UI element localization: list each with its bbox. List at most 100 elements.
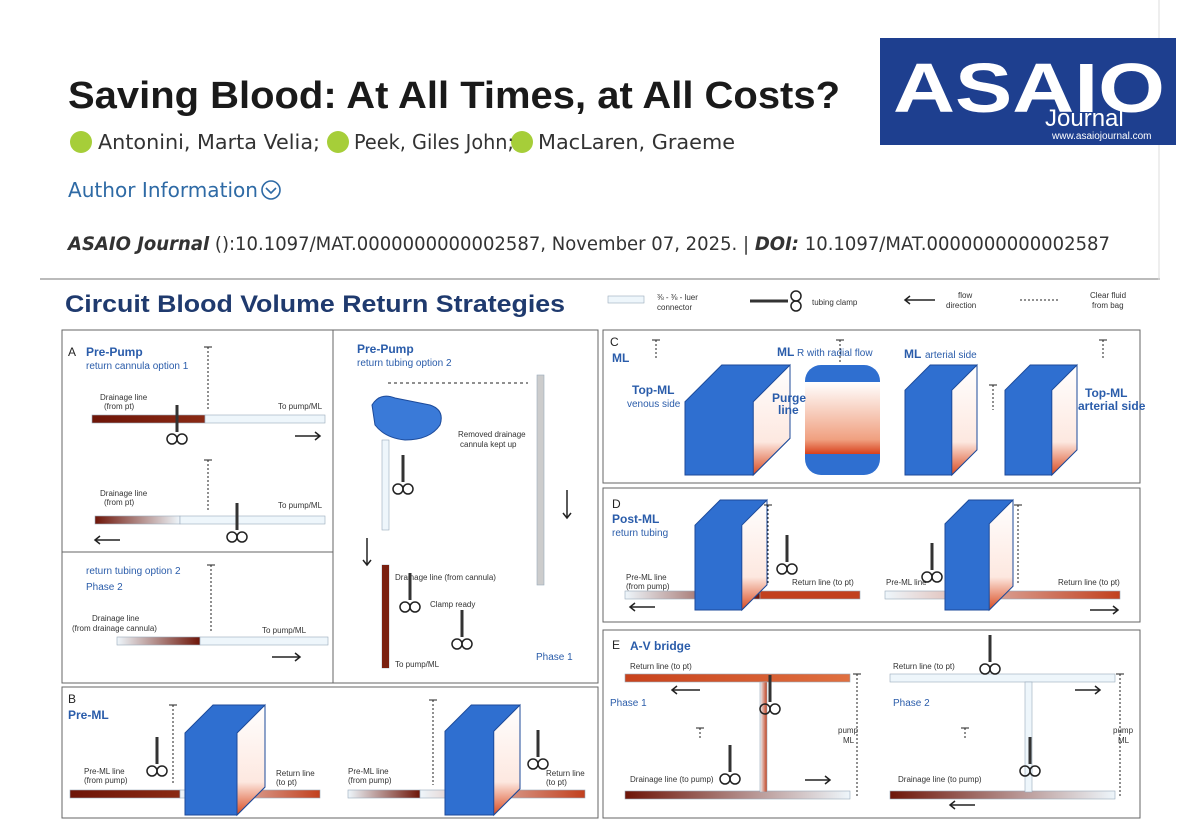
tube — [347, 789, 421, 799]
figure-label: (from pump) — [626, 582, 670, 591]
author-info-link[interactable]: Author Information — [68, 178, 258, 202]
oxygenator-face — [741, 498, 768, 612]
clamp — [931, 571, 943, 583]
oxygenator-face — [1051, 363, 1078, 477]
journal: ASAIO Journal — [66, 233, 210, 255]
clamp — [979, 663, 991, 675]
author[interactable]: MacLaren, Graeme — [538, 130, 735, 154]
clamp — [989, 663, 1001, 675]
tube — [536, 374, 545, 586]
clamp — [1029, 765, 1041, 777]
figure-label: ML — [777, 345, 794, 359]
figure-label: (to pt) — [276, 778, 297, 787]
legend-clamp — [790, 290, 802, 302]
clamp — [451, 638, 463, 650]
figure-title: Circuit Blood Volume Return Strategies — [65, 291, 565, 318]
figure-label: To pump/ML — [262, 626, 307, 635]
clamp — [392, 483, 404, 495]
oxygenator-face — [988, 498, 1014, 612]
figure-label: arterial side — [925, 350, 977, 361]
clamp — [166, 433, 178, 445]
figure-label: flow — [958, 291, 972, 300]
clamp — [176, 433, 188, 445]
figure-label: return tubing option 2 — [86, 566, 181, 577]
figure-label: Return line (to pt) — [792, 578, 854, 587]
figure-label: Drainage line (from cannula) — [395, 573, 496, 582]
flow-arrow — [314, 431, 322, 441]
tube — [94, 515, 181, 525]
figure-label: Return line (to pt) — [893, 662, 955, 671]
radial-core — [805, 382, 880, 454]
figure-label: return tubing — [612, 528, 668, 539]
flow-arrow — [562, 512, 572, 520]
figure-label: To pump/ML — [395, 660, 440, 669]
logo — [880, 38, 1176, 145]
figure-label: A — [68, 345, 76, 359]
tube — [179, 515, 326, 525]
figure-label: (to pt) — [546, 778, 567, 787]
figure-label: Top-ML — [632, 383, 674, 397]
author[interactable]: Peek, Giles John; — [354, 130, 514, 154]
figure-label: Pre-Pump — [86, 345, 143, 359]
clamp — [719, 773, 731, 785]
flow-arrow — [628, 602, 636, 612]
orcid-icon[interactable] — [327, 131, 349, 153]
author[interactable]: Antonini, Marta Velia; — [98, 130, 320, 154]
tube — [607, 295, 645, 304]
figure-label: Return line (to pt) — [1058, 578, 1120, 587]
clamp — [786, 563, 798, 575]
clamp — [236, 531, 248, 543]
chevron — [265, 187, 277, 195]
figure-label: ⅜ - ⅜ - luer — [657, 293, 698, 302]
clamp — [776, 563, 788, 575]
doi-label: DOI: — [755, 233, 799, 255]
figure-label: Drainage line — [100, 489, 148, 498]
glove — [371, 395, 442, 441]
flow-arrow — [1094, 685, 1102, 695]
figure-label: Pre-ML line — [84, 767, 125, 776]
tube — [116, 636, 201, 646]
clamp — [461, 638, 473, 650]
figure-label: To pump/ML — [278, 501, 323, 510]
clamp — [146, 765, 158, 777]
figure-label: Drainage line (to pump) — [898, 775, 982, 784]
flow-arrow — [824, 775, 832, 785]
figure-label: Phase 2 — [893, 698, 930, 709]
tube — [759, 681, 768, 793]
figure-label: Drainage line — [92, 614, 140, 623]
figure-label: return tubing option 2 — [357, 358, 452, 369]
citation-text: ():10.1097/MAT.0000000000002587, Novembe… — [209, 233, 755, 255]
clamp — [226, 531, 238, 543]
tube — [889, 790, 1116, 800]
figure-label: arterial side — [1078, 399, 1146, 413]
clamp — [156, 765, 168, 777]
clamp — [527, 758, 539, 770]
orcid-icon[interactable] — [511, 131, 533, 153]
clamp — [769, 703, 781, 715]
figure-label: Drainage line — [100, 393, 148, 402]
flow-arrow — [903, 295, 911, 305]
figure-label: (from pump) — [84, 776, 128, 785]
panel-frame — [602, 329, 1141, 484]
flow-arrow — [1112, 605, 1120, 615]
tube — [204, 414, 326, 424]
figure-label: ML — [904, 347, 921, 361]
flow-arrow — [948, 800, 956, 810]
figure-label: Pre-ML line — [886, 578, 927, 587]
figure-label: Pre-ML line — [348, 767, 389, 776]
figure-label: Removed drainage — [458, 430, 526, 439]
tube — [199, 636, 329, 646]
figure-label: venous side — [627, 399, 681, 410]
panel-frames — [61, 329, 1141, 819]
figure-label: (from pt) — [104, 402, 135, 411]
figure-label: Return line — [276, 769, 315, 778]
chevron-icon[interactable] — [261, 180, 281, 200]
figure-label: Return line — [546, 769, 585, 778]
figure-label: pump — [838, 726, 859, 735]
orcid-icon[interactable] — [70, 131, 92, 153]
figure-label: Drainage line (to pump) — [630, 775, 714, 784]
figure-label: Pre-ML line — [626, 573, 667, 582]
oxygenator-face — [951, 363, 978, 477]
tube — [889, 673, 1116, 683]
figure-label: Purge — [772, 391, 806, 405]
